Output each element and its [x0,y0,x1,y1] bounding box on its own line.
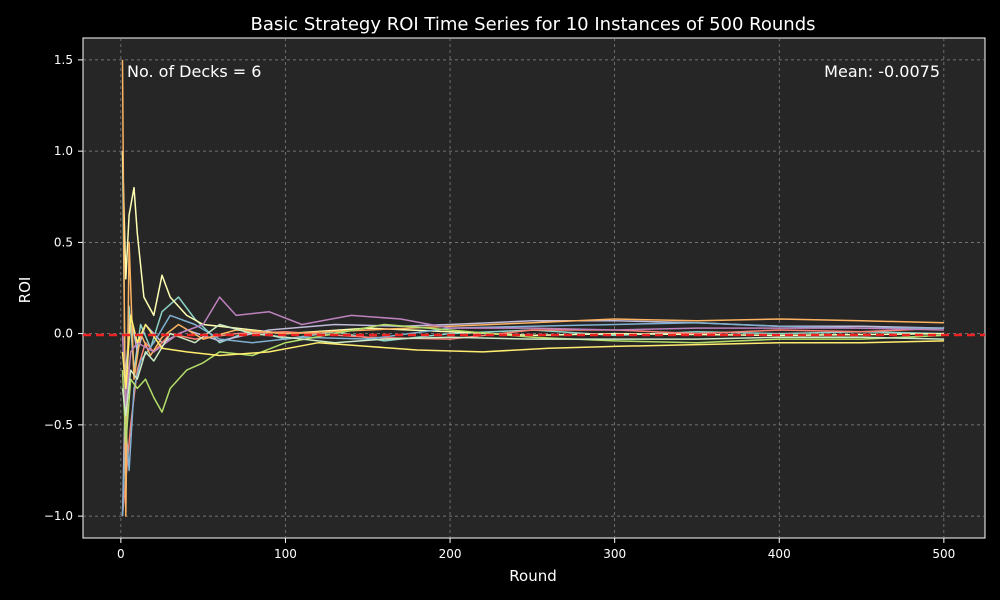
x-tick-label: 100 [274,547,297,561]
series-line-10 [121,314,944,390]
series-line-6 [121,59,944,517]
y-tick-label: −0.5 [44,418,73,432]
decks-annotation: No. of Decks = 6 [127,62,261,81]
chart-title: Basic Strategy ROI Time Series for 10 In… [250,14,815,35]
x-tick-label: 300 [603,547,626,561]
x-axis-label: Round [509,567,556,585]
x-tick-label: 200 [439,547,462,561]
series-line-8 [121,296,944,408]
x-tick-label: 500 [932,547,955,561]
y-axis-label: ROI [16,277,34,304]
series-line-5 [121,314,944,517]
plot-area [82,37,986,539]
x-tick-label: 0 [117,547,125,561]
mean-annotation: Mean: -0.0075 [824,62,940,81]
y-tick-label: 1.5 [54,53,73,67]
y-tick-label: −1.0 [44,509,73,523]
y-axis-ticks: −1.0 −0.5 0.0 0.5 1.0 1.5 [44,53,83,523]
x-tick-label: 400 [768,547,791,561]
y-tick-label: 0.0 [54,327,73,341]
x-axis-ticks: 0 100 200 300 400 500 [117,538,955,561]
y-tick-label: 0.5 [54,235,73,249]
grid [83,38,985,538]
y-tick-label: 1.0 [54,144,73,158]
